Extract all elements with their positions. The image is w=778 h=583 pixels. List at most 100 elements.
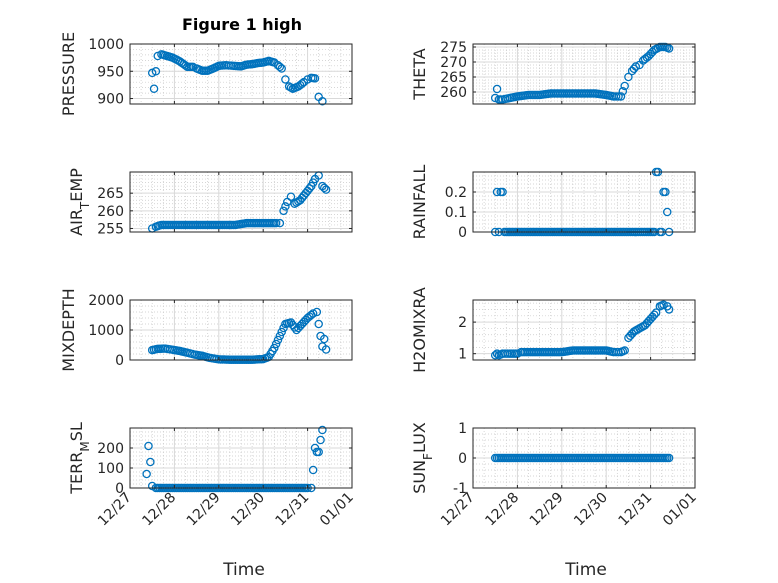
y-axis-label: H2OMIXRA — [410, 287, 429, 373]
data-series — [490, 453, 674, 463]
data-point — [616, 92, 626, 101]
data-point — [620, 346, 629, 355]
y-tick-label: 1000 — [88, 323, 124, 339]
data-point — [614, 347, 623, 357]
data-point — [290, 323, 299, 332]
y-axis-label: SUNFLUX — [410, 422, 435, 494]
data-point — [310, 74, 320, 83]
data-series — [147, 171, 331, 233]
data-point — [144, 441, 153, 451]
data-point — [611, 92, 621, 101]
data-point — [277, 327, 286, 337]
data-point — [618, 87, 628, 96]
data-point — [271, 218, 281, 228]
y-axis-label: RAINFALL — [410, 165, 429, 240]
y-tick-label: 0 — [458, 451, 467, 467]
data-point — [503, 349, 512, 358]
data-point — [151, 67, 161, 76]
data-point — [316, 435, 325, 445]
data-point — [318, 425, 327, 435]
y-tick-label: 900 — [97, 92, 124, 108]
y-tick-label: 0.2 — [445, 185, 467, 201]
data-point — [142, 469, 151, 479]
data-point — [275, 62, 285, 72]
y-tick-label: 2 — [458, 315, 467, 331]
y-tick-label: 1 — [458, 347, 467, 363]
x-axis-label-left: Time — [222, 560, 265, 580]
data-point — [319, 183, 329, 193]
axes-box — [472, 299, 696, 361]
axes-box — [472, 171, 696, 233]
data-point — [308, 465, 318, 475]
data-point — [492, 187, 502, 197]
subplot-pressure: 900 950 1000 PRESSURE — [59, 32, 353, 116]
data-point — [498, 187, 507, 197]
y-tick-label: 270 — [440, 55, 467, 71]
data-point — [661, 187, 670, 197]
y-tick-label: 100 — [97, 461, 124, 477]
data-point — [281, 202, 290, 211]
data-point — [664, 305, 674, 314]
data-point — [270, 343, 279, 353]
data-point — [275, 218, 285, 228]
x-axis-label-right: Time — [564, 560, 607, 580]
data-point — [321, 345, 331, 354]
y-axis-label: THETA — [410, 48, 429, 100]
y-tick-label: 200 — [97, 441, 124, 457]
axes-box — [129, 427, 353, 489]
data-point — [651, 308, 661, 317]
data-point — [631, 62, 641, 71]
subplot-h2omixra: 1 2 H2OMIXRA — [410, 287, 696, 373]
y-tick-label: 0.1 — [445, 205, 467, 221]
y-axis-label: PRESSURE — [59, 32, 78, 116]
y-tick-label: -1 — [453, 481, 467, 497]
subplot-rainfall: 0 0.1 0.2 RAINFALL — [410, 165, 696, 241]
axes-box — [129, 43, 353, 105]
y-tick-label: 2000 — [88, 293, 124, 309]
y-tick-label: 1000 — [88, 37, 124, 53]
data-point — [275, 331, 285, 341]
data-point — [312, 307, 322, 317]
data-point — [314, 447, 323, 457]
data-point — [308, 309, 318, 318]
data-point — [305, 184, 314, 193]
data-point — [149, 84, 159, 93]
data-point — [314, 319, 323, 329]
data-series — [490, 300, 674, 360]
data-point — [297, 79, 307, 88]
data-point — [273, 335, 283, 345]
data-point — [318, 97, 327, 106]
data-point — [650, 310, 659, 319]
data-point — [620, 81, 629, 91]
data-point — [277, 64, 286, 73]
axes-box — [129, 171, 353, 233]
data-point — [146, 457, 155, 467]
data-point — [664, 453, 674, 463]
data-point — [624, 72, 633, 82]
y-tick-label: 255 — [97, 221, 124, 237]
data-point — [664, 44, 674, 53]
data-point — [279, 206, 288, 216]
data-point — [492, 349, 502, 358]
axes-box — [472, 43, 696, 105]
figure-title: Figure 1 high — [182, 15, 302, 34]
subplot-mixdepth: 0 1000 2000 MIXDEPTH — [59, 288, 353, 372]
y-axis-label: MIXDEPTH — [59, 288, 78, 371]
y-tick-label: 260 — [97, 204, 124, 220]
y-tick-label: 950 — [97, 64, 124, 80]
data-point — [319, 334, 329, 344]
y-tick-label: 260 — [440, 85, 467, 101]
data-point — [492, 84, 502, 94]
data-point — [321, 185, 331, 194]
y-tick-label: 0 — [115, 481, 124, 497]
y-axis-label: AIRTEMP — [67, 168, 92, 236]
y-tick-label: 275 — [440, 40, 467, 56]
y-tick-label: 265 — [440, 70, 467, 86]
data-point — [614, 92, 623, 101]
data-series — [147, 50, 327, 106]
data-point — [271, 339, 281, 349]
